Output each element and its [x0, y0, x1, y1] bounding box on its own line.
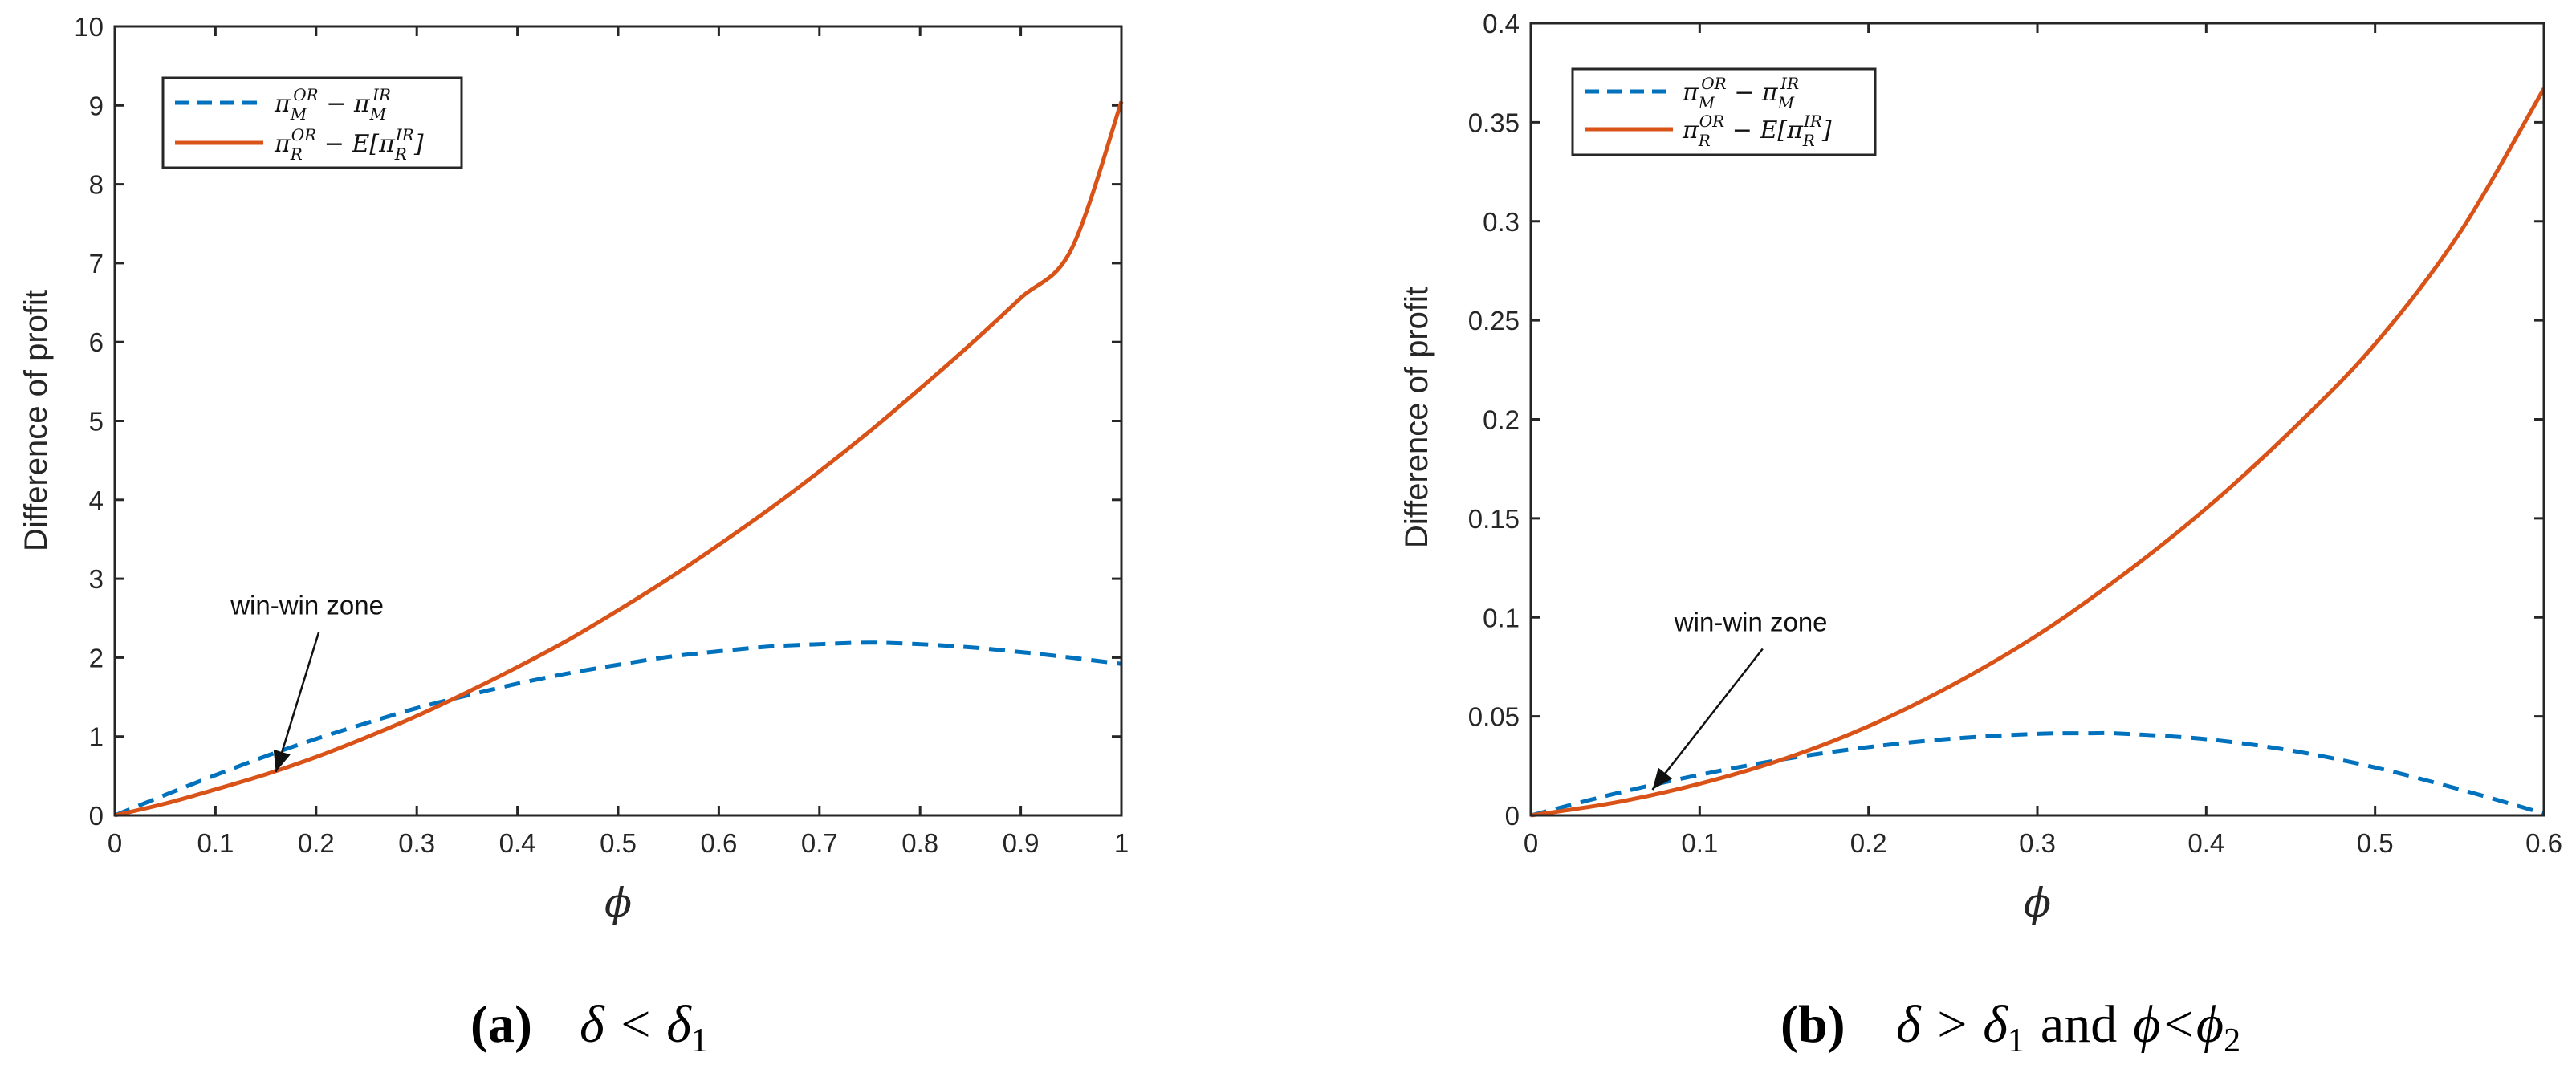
a-x-tick-label: 0.7 — [801, 828, 838, 858]
a-legend: πMOR − πMIR πROR − E[πRIR] — [161, 76, 463, 169]
b-annotation-text: win-win zone — [1674, 608, 1828, 637]
b-y-axis-label: Difference of profit — [1399, 287, 1435, 548]
b-y-tick-label: 0.35 — [1468, 108, 1520, 137]
a-legend-label-1: πMOR − πMIR — [274, 85, 391, 124]
b-x-axis-ticks: 0 0.1 0.2 0.3 0.4 0.5 0.6 — [1524, 23, 2562, 858]
b-y-tick-label: 0.3 — [1483, 207, 1520, 237]
a-series-line-2 — [114, 100, 1124, 818]
b-y-tick-label: 0.25 — [1468, 306, 1520, 335]
a-x-tick-label: 0 — [108, 828, 122, 858]
b-x-tick-label: 0.2 — [1850, 828, 1887, 858]
a-y-tick-label: 4 — [89, 486, 104, 515]
b-x-tick-label: 0.4 — [2187, 828, 2224, 858]
a-caption-math: δ < δ1 — [580, 995, 708, 1059]
a-y-tick-label: 5 — [89, 407, 104, 437]
a-y-tick-label: 2 — [89, 643, 104, 673]
a-series-group — [114, 100, 1124, 818]
panel-b: 0 0.05 0.1 0.15 0.2 0.25 0.3 0.35 0.4 0 0.1 0.2 0.3… — [1399, 9, 2562, 1059]
b-series-line-1 — [1530, 730, 2545, 818]
b-x-tick-label: 0.6 — [2525, 828, 2562, 858]
a-y-tick-label: 10 — [74, 12, 104, 42]
b-y-axis-ticks: 0 0.05 0.1 0.15 0.2 0.25 0.3 0.35 0.4 — [1468, 9, 2544, 831]
b-x-tick-label: 0.3 — [2019, 828, 2056, 858]
a-caption-condition: δ < δ — [580, 995, 692, 1054]
a-y-tick-label: 7 — [89, 249, 104, 278]
a-annotation: win-win zone — [230, 590, 384, 773]
a-x-tick-label: 0.3 — [398, 828, 435, 858]
b-legend-box — [1571, 67, 1877, 156]
b-caption-label: (b) — [1780, 995, 1846, 1054]
a-y-tick-label: 8 — [89, 170, 104, 200]
a-x-tick-label: 0.6 — [700, 828, 737, 858]
b-annotation: win-win zone — [1651, 608, 1828, 791]
b-x-axis-label: ϕ — [2024, 880, 2051, 926]
a-plot-frame — [113, 25, 1123, 817]
b-caption-math: δ > δ1 and ϕ<ϕ2 — [1896, 995, 2240, 1059]
a-y-axis-label: Difference of profit — [18, 290, 54, 551]
a-annotation-arrow — [275, 631, 320, 773]
a-annotation-arrowhead — [273, 749, 291, 772]
a-y-tick-label: 3 — [89, 564, 104, 594]
a-x-axis-label: ϕ — [604, 880, 632, 926]
b-legend-label-2: πROR − E[πRIR] — [1682, 112, 1832, 150]
a-y-tick-label: 0 — [89, 801, 104, 831]
b-y-tick-label: 0.05 — [1468, 702, 1520, 732]
b-y-tick-label: 0 — [1505, 801, 1520, 831]
b-y-tick-label: 0.4 — [1483, 9, 1520, 39]
b-y-tick-label: 0.2 — [1483, 405, 1520, 435]
a-x-tick-label: 0.9 — [1003, 828, 1040, 858]
a-x-tick-label: 1 — [1114, 828, 1129, 858]
b-caption-and: and — [2041, 995, 2117, 1054]
a-caption-subscript: 1 — [691, 1022, 708, 1059]
a-x-axis-ticks: 0 0.1 0.2 0.3 0.4 0.5 0.6 0.7 0.8 0.9 1 — [108, 26, 1129, 858]
panel-a: 0 1 2 3 4 5 6 7 8 9 10 0 0.1 0.2 0.3 0.4 0.5 0.6 0.7 0.8 0.… — [18, 12, 1129, 1059]
a-y-axis-ticks: 0 1 2 3 4 5 6 7 8 9 10 — [74, 12, 1121, 831]
a-y-tick-label: 1 — [89, 722, 104, 752]
b-caption: (b) — [1780, 995, 1846, 1054]
b-x-tick-label: 0.1 — [1681, 828, 1718, 858]
a-x-tick-label: 0.4 — [499, 828, 536, 858]
b-annotation-arrow — [1651, 648, 1764, 791]
a-y-tick-label: 9 — [89, 91, 104, 120]
a-legend-label-2: πROR − E[πRIR] — [274, 125, 424, 164]
a-x-tick-label: 0.1 — [197, 828, 234, 858]
b-caption-subscript: 1 — [2008, 1022, 2025, 1059]
b-caption-subscript-2: 2 — [2224, 1022, 2240, 1059]
a-series-line-1 — [114, 640, 1122, 818]
b-x-tick-label: 0.5 — [2357, 828, 2394, 858]
b-y-tick-label: 0.1 — [1483, 603, 1520, 632]
b-legend-label-1: πMOR − πMIR — [1682, 74, 1799, 112]
a-annotation-text: win-win zone — [230, 590, 384, 620]
a-caption: (a) — [470, 995, 532, 1054]
b-plot-frame — [1529, 22, 2545, 817]
b-caption-condition: δ > δ — [1896, 995, 2008, 1054]
b-caption-condition-2: ϕ<ϕ — [2133, 995, 2224, 1054]
a-legend-box — [161, 76, 463, 169]
b-series-line-2 — [1530, 87, 2546, 818]
a-caption-label: (a) — [470, 995, 532, 1054]
a-x-tick-label: 0.5 — [600, 828, 637, 858]
b-series-group — [1530, 87, 2546, 818]
a-y-tick-label: 6 — [89, 327, 104, 357]
b-y-tick-label: 0.15 — [1468, 504, 1520, 534]
a-x-tick-label: 0.2 — [298, 828, 335, 858]
b-annotation-arrowhead — [1652, 767, 1673, 790]
a-x-tick-label: 0.8 — [901, 828, 938, 858]
b-x-tick-label: 0 — [1524, 828, 1538, 858]
b-legend: πMOR − πMIR πROR − E[πRIR] — [1571, 67, 1877, 156]
